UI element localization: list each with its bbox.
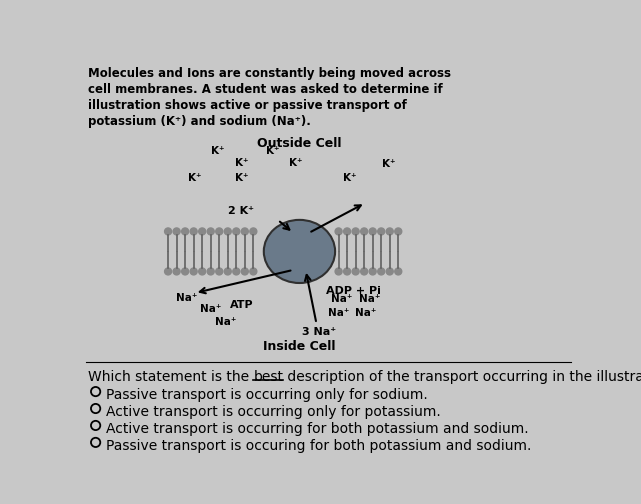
Text: K⁺: K⁺ (235, 158, 248, 168)
Text: Which statement is the: Which statement is the (88, 370, 253, 384)
Text: K⁺: K⁺ (382, 159, 395, 169)
Text: Outside Cell: Outside Cell (257, 137, 342, 150)
Circle shape (207, 228, 214, 235)
Text: Passive transport is occuring for both potassium and sodium.: Passive transport is occuring for both p… (106, 438, 531, 453)
Circle shape (361, 228, 368, 235)
Circle shape (335, 268, 342, 275)
Text: Na⁺: Na⁺ (331, 294, 353, 304)
Text: K⁺: K⁺ (212, 146, 225, 156)
Text: Na⁺: Na⁺ (358, 294, 380, 304)
Text: ADP + Pi: ADP + Pi (326, 286, 381, 296)
Text: K⁺: K⁺ (188, 172, 201, 182)
Circle shape (181, 268, 188, 275)
Circle shape (190, 268, 197, 275)
Text: Inside Cell: Inside Cell (263, 340, 336, 353)
Circle shape (395, 228, 402, 235)
Text: 2 K⁺: 2 K⁺ (228, 207, 254, 216)
Circle shape (165, 228, 172, 235)
Circle shape (173, 228, 180, 235)
Circle shape (250, 228, 257, 235)
Circle shape (224, 228, 231, 235)
Text: K⁺: K⁺ (343, 172, 356, 182)
Circle shape (352, 268, 359, 275)
Text: Na⁺: Na⁺ (176, 293, 198, 302)
Text: description of the transport occurring in the illustration?: description of the transport occurring i… (283, 370, 641, 384)
Ellipse shape (264, 220, 335, 283)
Circle shape (344, 228, 351, 235)
Circle shape (369, 268, 376, 275)
Circle shape (190, 228, 197, 235)
Text: Active transport is occurring only for potassium.: Active transport is occurring only for p… (106, 405, 440, 419)
Circle shape (369, 228, 376, 235)
Text: Active transport is occurring for both potassium and sodium.: Active transport is occurring for both p… (106, 422, 528, 435)
Text: 3 Na⁺: 3 Na⁺ (302, 327, 336, 337)
Circle shape (395, 268, 402, 275)
Circle shape (224, 268, 231, 275)
Circle shape (199, 268, 206, 275)
Circle shape (344, 268, 351, 275)
Circle shape (233, 268, 240, 275)
Text: Passive transport is occurring only for sodium.: Passive transport is occurring only for … (106, 388, 428, 402)
Circle shape (216, 228, 222, 235)
Circle shape (352, 228, 359, 235)
Circle shape (335, 228, 342, 235)
Circle shape (378, 228, 385, 235)
Text: Na⁺: Na⁺ (199, 304, 221, 314)
Text: K⁺: K⁺ (265, 146, 279, 156)
Text: Na⁺: Na⁺ (328, 308, 349, 318)
Circle shape (181, 228, 188, 235)
Text: Molecules and Ions are constantly being moved across
cell membranes. A student w: Molecules and Ions are constantly being … (88, 67, 451, 128)
Text: K⁺: K⁺ (289, 158, 303, 168)
Circle shape (387, 268, 393, 275)
Text: ATP: ATP (229, 300, 253, 310)
Circle shape (361, 268, 368, 275)
Text: Na⁺: Na⁺ (215, 318, 237, 327)
Circle shape (241, 228, 248, 235)
Circle shape (233, 228, 240, 235)
Circle shape (216, 268, 222, 275)
Circle shape (207, 268, 214, 275)
Circle shape (165, 268, 172, 275)
Text: Na⁺: Na⁺ (354, 308, 376, 318)
Text: best: best (253, 370, 283, 384)
Circle shape (387, 228, 393, 235)
Circle shape (199, 228, 206, 235)
Text: K⁺: K⁺ (235, 172, 248, 182)
Circle shape (241, 268, 248, 275)
Circle shape (173, 268, 180, 275)
Circle shape (250, 268, 257, 275)
Circle shape (378, 268, 385, 275)
